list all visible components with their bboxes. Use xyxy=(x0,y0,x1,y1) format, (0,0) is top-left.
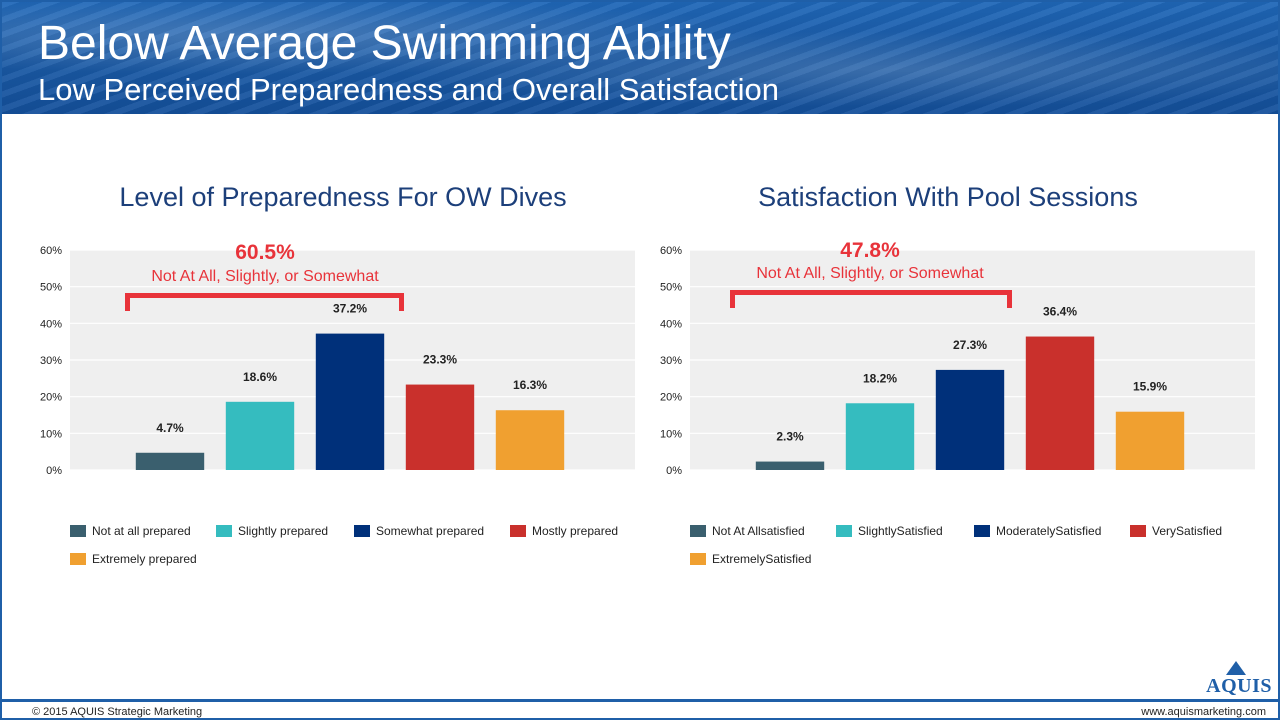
y-tick-label: 10% xyxy=(40,428,62,440)
y-tick-label: 50% xyxy=(40,282,62,294)
footer-rule xyxy=(2,699,1278,702)
legend-item: VerySatisfied xyxy=(1130,524,1222,538)
legend-item: SlightlySatisfied xyxy=(836,524,943,538)
left-callout-bracket xyxy=(125,293,404,311)
legend-label: Extremely prepared xyxy=(92,552,197,566)
right-chart-title: Satisfaction With Pool Sessions xyxy=(758,182,1138,212)
bar-value-label: 36.4% xyxy=(1043,305,1077,319)
legend-swatch xyxy=(216,525,232,537)
y-tick-label: 0% xyxy=(46,465,62,477)
legend-swatch xyxy=(836,525,852,537)
bar-value-label: 15.9% xyxy=(1133,380,1167,394)
legend-swatch xyxy=(510,525,526,537)
bar-value-label: 27.3% xyxy=(953,338,987,352)
right-callout-bracket xyxy=(730,290,1012,308)
bar-value-label: 18.6% xyxy=(243,370,277,384)
aquis-logo-icon xyxy=(1226,661,1246,675)
y-tick-label: 30% xyxy=(40,355,62,367)
y-tick-label: 10% xyxy=(660,428,682,440)
bar-4 xyxy=(1025,336,1095,470)
y-tick-label: 50% xyxy=(660,282,682,294)
legend-item: Slightly prepared xyxy=(216,524,328,538)
left-callout-value: 60.5% xyxy=(235,241,295,264)
y-tick-label: 60% xyxy=(40,245,62,257)
legend-label: SlightlySatisfied xyxy=(858,524,943,538)
legend-item: Mostly prepared xyxy=(510,524,618,538)
bar-value-label: 23.3% xyxy=(423,353,457,367)
legend-item: Somewhat prepared xyxy=(354,524,484,538)
y-tick-label: 40% xyxy=(40,318,62,330)
legend-item: Not at all prepared xyxy=(70,524,191,538)
legend-item: Not At Allsatisfied xyxy=(690,524,805,538)
left-chart-title: Level of Preparedness For OW Dives xyxy=(119,182,567,212)
legend-label: ExtremelySatisfied xyxy=(712,552,812,566)
bar-3 xyxy=(315,333,385,470)
right-bar-chart: 0% 10% 20% 30% 40% 50% 60% 2.3% 18.2% 27.3% 36.4% 1… xyxy=(660,245,1255,477)
bar-value-label: 37.2% xyxy=(333,302,367,316)
y-tick-label: 20% xyxy=(40,392,62,404)
legend-label: Slightly prepared xyxy=(238,524,329,538)
legend-swatch xyxy=(70,525,86,537)
legend-swatch xyxy=(70,553,86,565)
aquis-logo: AQUIS xyxy=(1206,675,1272,697)
legend-swatch xyxy=(690,525,706,537)
left-callout-text: Not At All, Slightly, or Somewhat xyxy=(151,268,379,285)
legend-label: Mostly prepared xyxy=(532,524,619,538)
slide-subtitle: Low Perceived Preparedness and Overall S… xyxy=(38,72,779,107)
bar-2 xyxy=(225,401,295,470)
bar-1 xyxy=(135,452,205,470)
right-callout-value: 47.8% xyxy=(840,239,900,262)
bar-2 xyxy=(845,403,915,470)
footer-copyright: © 2015 AQUIS Strategic Marketing xyxy=(32,706,203,718)
bar-5 xyxy=(495,410,565,470)
y-tick-label: 30% xyxy=(660,355,682,367)
legend-swatch xyxy=(690,553,706,565)
bar-4 xyxy=(405,384,475,470)
legend-swatch xyxy=(974,525,990,537)
legend-item: ExtremelySatisfied xyxy=(690,552,811,566)
left-bar-chart: 0% 10% 20% 30% 40% 50% 60% 4.7% 18.6% 37.2% 23.3% 1… xyxy=(40,245,635,477)
legend-item: ModeratelySatisfied xyxy=(974,524,1101,538)
bar-3 xyxy=(935,369,1005,470)
y-tick-label: 0% xyxy=(666,465,682,477)
bar-1 xyxy=(755,461,825,470)
bar-5 xyxy=(1115,411,1185,470)
footer-website[interactable]: www.aquismarketing.com xyxy=(1141,706,1266,718)
legend-label: Somewhat prepared xyxy=(376,524,485,538)
header-banner: Below Average Swimming Ability Low Perce… xyxy=(2,2,1278,114)
legend-swatch xyxy=(354,525,370,537)
slide-title: Below Average Swimming Ability xyxy=(38,17,731,70)
y-tick-label: 40% xyxy=(660,318,682,330)
legend-label: ModeratelySatisfied xyxy=(996,524,1102,538)
legend-label: Not at all prepared xyxy=(92,524,191,538)
bar-value-label: 2.3% xyxy=(776,430,804,444)
legend-label: VerySatisfied xyxy=(1152,524,1223,538)
right-callout-text: Not At All, Slightly, or Somewhat xyxy=(756,265,984,282)
bar-value-label: 16.3% xyxy=(513,378,547,392)
legend-item: Extremely prepared xyxy=(70,552,197,566)
legend-swatch xyxy=(1130,525,1146,537)
bar-value-label: 4.7% xyxy=(156,421,184,435)
y-tick-label: 20% xyxy=(660,392,682,404)
y-tick-label: 60% xyxy=(660,245,682,257)
legend-label: Not At Allsatisfied xyxy=(712,524,805,538)
bar-value-label: 18.2% xyxy=(863,371,897,385)
